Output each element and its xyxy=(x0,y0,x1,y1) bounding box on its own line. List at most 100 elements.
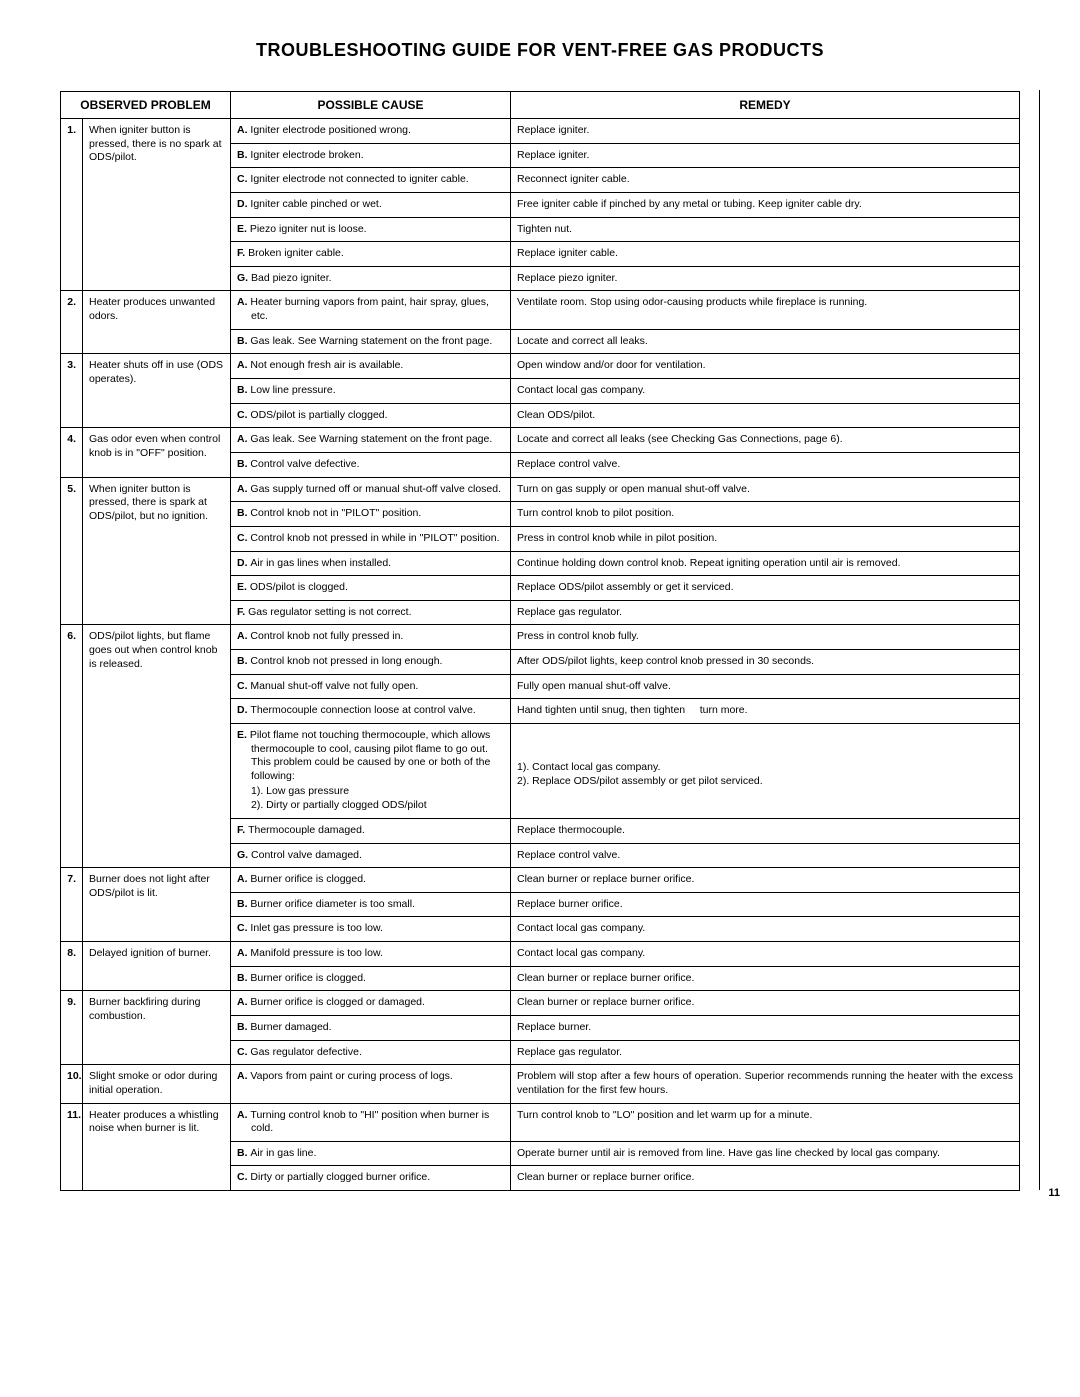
problem-number: 6. xyxy=(61,625,83,868)
cause-cell: F. Broken igniter cable. xyxy=(231,242,511,267)
cause-cell: C. Gas regulator defective. xyxy=(231,1040,511,1065)
cause-cell: B. Burner orifice diameter is too small. xyxy=(231,892,511,917)
cause-letter: B. xyxy=(237,149,250,161)
cause-cell: B. Control knob not pressed in long enou… xyxy=(231,650,511,675)
cause-letter: B. xyxy=(237,898,250,910)
remedy-cell: Replace thermocouple. xyxy=(511,818,1020,843)
remedy-cell: Press in control knob while in pilot pos… xyxy=(511,526,1020,551)
remedy-cell: Clean burner or replace burner orifice. xyxy=(511,1166,1020,1191)
cause-letter: A. xyxy=(237,1109,250,1121)
table-row: 8.Delayed ignition of burner.A. Manifold… xyxy=(61,942,1020,967)
remedy-cell: Tighten nut. xyxy=(511,217,1020,242)
cause-letter: A. xyxy=(237,483,250,495)
cause-letter: C. xyxy=(237,680,250,692)
cause-cell: C. Igniter electrode not connected to ig… xyxy=(231,168,511,193)
problem-number: 4. xyxy=(61,428,83,477)
cause-cell: F. Gas regulator setting is not correct. xyxy=(231,600,511,625)
cause-cell: A. Turning control knob to "HI" position… xyxy=(231,1103,511,1141)
cause-subline: 1). Low gas pressure xyxy=(237,785,504,799)
cause-letter: B. xyxy=(237,384,250,396)
cause-cell: F. Thermocouple damaged. xyxy=(231,818,511,843)
cause-text: C. Gas regulator defective. xyxy=(237,1046,504,1060)
page-right-rule xyxy=(1039,90,1040,1190)
cause-cell: A. Control knob not fully pressed in. xyxy=(231,625,511,650)
remedy-cell: Continue holding down control knob. Repe… xyxy=(511,551,1020,576)
cause-cell: A. Burner orifice is clogged. xyxy=(231,868,511,893)
remedy-cell: Clean ODS/pilot. xyxy=(511,403,1020,428)
page-number: 11 xyxy=(1048,1187,1060,1199)
cause-cell: A. Vapors from paint or curing process o… xyxy=(231,1065,511,1103)
cause-text: B. Burner orifice is clogged. xyxy=(237,972,504,986)
cause-letter: F. xyxy=(237,247,248,259)
remedy-cell: Turn control knob to pilot position. xyxy=(511,502,1020,527)
cause-letter: A. xyxy=(237,296,250,308)
cause-letter: C. xyxy=(237,409,250,421)
cause-cell: G. Bad piezo igniter. xyxy=(231,266,511,291)
cause-cell: B. Igniter electrode broken. xyxy=(231,143,511,168)
cause-cell: B. Low line pressure. xyxy=(231,379,511,404)
remedy-cell: Replace control valve. xyxy=(511,843,1020,868)
cause-text: C. Manual shut-off valve not fully open. xyxy=(237,680,504,694)
table-row: 11.Heater produces a whistling noise whe… xyxy=(61,1103,1020,1141)
problem-text: ODS/pilot lights, but flame goes out whe… xyxy=(83,625,231,868)
cause-text: E. Piezo igniter nut is loose. xyxy=(237,223,504,237)
cause-cell: G. Control valve damaged. xyxy=(231,843,511,868)
header-cause: POSSIBLE CAUSE xyxy=(231,92,511,119)
cause-cell: C. ODS/pilot is partially clogged. xyxy=(231,403,511,428)
cause-cell: A. Burner orifice is clogged or damaged. xyxy=(231,991,511,1016)
table-header-row: OBSERVED PROBLEM POSSIBLE CAUSE REMEDY xyxy=(61,92,1020,119)
problem-text: Burner backfiring during combustion. xyxy=(83,991,231,1065)
header-problem: OBSERVED PROBLEM xyxy=(61,92,231,119)
remedy-subline: 1). Contact local gas company. xyxy=(517,761,1013,775)
remedy-cell: Locate and correct all leaks (see Checki… xyxy=(511,428,1020,453)
cause-text: A. Vapors from paint or curing process o… xyxy=(237,1070,504,1084)
remedy-cell: Replace burner. xyxy=(511,1015,1020,1040)
cause-letter: C. xyxy=(237,1171,250,1183)
cause-cell: B. Control valve defective. xyxy=(231,452,511,477)
problem-text: Delayed ignition of burner. xyxy=(83,942,231,991)
remedy-cell: Free igniter cable if pinched by any met… xyxy=(511,192,1020,217)
cause-text: F. Thermocouple damaged. xyxy=(237,824,504,838)
remedy-cell: Open window and/or door for ventilation. xyxy=(511,354,1020,379)
cause-cell: D. Thermocouple connection loose at cont… xyxy=(231,699,511,724)
cause-cell: D. Air in gas lines when installed. xyxy=(231,551,511,576)
remedy-cell: Turn on gas supply or open manual shut-o… xyxy=(511,477,1020,502)
table-row: 9.Burner backfiring during combustion.A.… xyxy=(61,991,1020,1016)
remedy-cell: Clean burner or replace burner orifice. xyxy=(511,991,1020,1016)
cause-cell: B. Burner damaged. xyxy=(231,1015,511,1040)
cause-cell: A. Not enough fresh air is available. xyxy=(231,354,511,379)
cause-text: B. Burner orifice diameter is too small. xyxy=(237,898,504,912)
remedy-cell: Replace igniter. xyxy=(511,119,1020,144)
cause-letter: A. xyxy=(237,433,250,445)
cause-letter: G. xyxy=(237,849,251,861)
table-row: 4.Gas odor even when control knob is in … xyxy=(61,428,1020,453)
cause-letter: B. xyxy=(237,1021,250,1033)
cause-letter: C. xyxy=(237,532,250,544)
cause-text: F. Broken igniter cable. xyxy=(237,247,504,261)
cause-text: A. Not enough fresh air is available. xyxy=(237,359,504,373)
cause-text: G. Control valve damaged. xyxy=(237,849,504,863)
remedy-cell: Replace gas regulator. xyxy=(511,1040,1020,1065)
cause-letter: B. xyxy=(237,1147,250,1159)
problem-number: 3. xyxy=(61,354,83,428)
cause-letter: A. xyxy=(237,947,250,959)
cause-cell: A. Gas leak. See Warning statement on th… xyxy=(231,428,511,453)
problem-text: Gas odor even when control knob is in "O… xyxy=(83,428,231,477)
cause-letter: B. xyxy=(237,655,250,667)
cause-letter: C. xyxy=(237,173,250,185)
cause-cell: C. Control knob not pressed in while in … xyxy=(231,526,511,551)
cause-cell: D. Igniter cable pinched or wet. xyxy=(231,192,511,217)
cause-text: B. Low line pressure. xyxy=(237,384,504,398)
cause-cell: A. Manifold pressure is too low. xyxy=(231,942,511,967)
remedy-cell: Replace burner orifice. xyxy=(511,892,1020,917)
cause-text: F. Gas regulator setting is not correct. xyxy=(237,606,504,620)
cause-cell: A. Heater burning vapors from paint, hai… xyxy=(231,291,511,329)
cause-text: C. Dirty or partially clogged burner ori… xyxy=(237,1171,504,1185)
problem-text: When igniter button is pressed, there is… xyxy=(83,119,231,291)
remedy-cell: Hand tighten until snug, then tighten tu… xyxy=(511,699,1020,724)
cause-letter: D. xyxy=(237,704,250,716)
remedy-cell: Replace gas regulator. xyxy=(511,600,1020,625)
problem-number: 2. xyxy=(61,291,83,354)
remedy-cell: Operate burner until air is removed from… xyxy=(511,1141,1020,1166)
cause-text: A. Gas leak. See Warning statement on th… xyxy=(237,433,504,447)
